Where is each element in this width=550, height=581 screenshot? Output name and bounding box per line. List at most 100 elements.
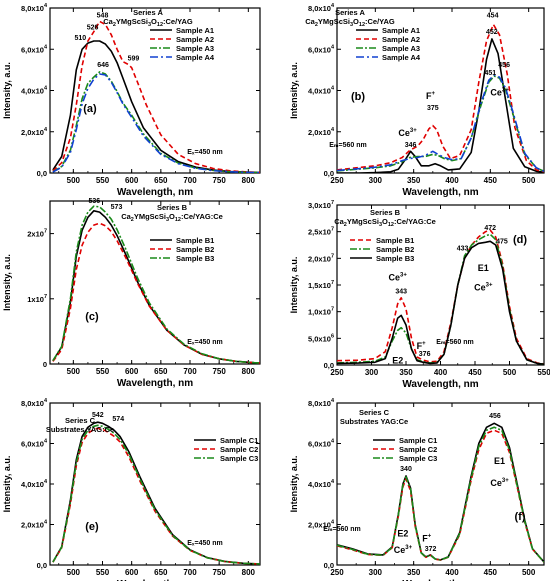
y-tick-label: 8,0x104: [21, 3, 48, 13]
y-axis-label: Intensity, a.u.: [289, 62, 299, 119]
legend-label: Sample A1: [382, 26, 420, 35]
y-tick-label: 0,0: [37, 169, 47, 178]
peak-annotation: 542: [92, 412, 104, 419]
panel-a: 500 550 600 650 700 750 800 0,0 2,0x104 4,0x104 6,…: [2, 3, 261, 198]
y-tick-label: 0: [43, 360, 47, 369]
y-tick-label: 6,0x104: [21, 44, 48, 54]
legend-label: Sample C2: [220, 445, 258, 454]
x-tick-label: 650: [154, 367, 168, 376]
y-axis-label: Intensity, a.u.: [289, 257, 299, 314]
series-line-sample-c2: [337, 429, 544, 563]
x-tick-label: 600: [125, 176, 139, 185]
peak-annotation: 375: [427, 105, 439, 112]
y-tick-label: 1,5x107: [308, 280, 334, 290]
x-tick-label: 650: [154, 568, 168, 577]
y-tick-label: 2x107: [27, 229, 47, 239]
legend-entry: Sample B2: [350, 245, 414, 254]
series-line-sample-b1: [52, 210, 260, 364]
band-label: F+: [417, 341, 427, 351]
x-tick-label: 700: [183, 568, 197, 577]
x-tick-label: 600: [125, 367, 139, 376]
panel-f: 250 300 350 400 450 500 0,0 2,0x104 4,0x104 6,0x1…: [289, 398, 545, 581]
x-tick-label: 550: [96, 568, 110, 577]
legend-entry: Sample B2: [150, 245, 214, 254]
legend-label: Sample A2: [382, 35, 420, 44]
x-tick-label: 450: [484, 568, 498, 577]
legend-entry: Sample C3: [373, 454, 437, 463]
x-tick-label: 600: [125, 568, 139, 577]
series-line-sample-c3: [337, 426, 544, 563]
series-line-sample-c3: [52, 424, 260, 565]
panel-d: 250 300 350 400 450 500 550 0,0 5,0x106 1,0x107 1,…: [289, 200, 550, 390]
series-title: Series A: [133, 8, 163, 17]
series-title: Series C: [65, 416, 96, 425]
x-tick-label: 250: [330, 176, 344, 185]
peak-annotation: 548: [97, 12, 109, 19]
peak-annotation: 456: [489, 413, 501, 420]
plot-frame: [49, 200, 261, 365]
x-tick-label: 350: [399, 368, 413, 377]
x-tick-label: 400: [434, 368, 448, 377]
y-tick-label: 1,0x107: [308, 307, 334, 317]
band-label: Ce3+: [389, 273, 408, 283]
series-line-sample-c1: [337, 422, 544, 563]
peak-annotation: 573: [111, 204, 123, 211]
sample-formula: Ca2YMgScSi3O12:Ce/YAG: [103, 17, 193, 28]
x-tick-label: 550: [96, 176, 110, 185]
band-label: Ce3+: [490, 88, 509, 98]
legend-label: Sample A1: [176, 26, 214, 35]
series-line-sample-b2: [52, 222, 260, 364]
band-label: E2: [392, 355, 403, 365]
legend-entry: Sample B3: [150, 254, 214, 263]
y-tick-label: 4,0x104: [308, 86, 335, 96]
y-tick-label: 2,0x104: [21, 520, 48, 530]
y-axis-label: Intensity, a.u.: [289, 456, 299, 513]
series-line-sample-a1: [52, 40, 260, 173]
x-tick-label: 750: [212, 568, 226, 577]
band-label: Ce3+: [474, 282, 493, 292]
plot-frame: [336, 402, 545, 566]
excitation-label: Eₓ=450 nm: [187, 339, 222, 346]
peak-annotation: 372: [425, 546, 437, 553]
peak-annotation: 346: [405, 142, 417, 149]
peak-annotation: 599: [128, 56, 140, 63]
x-tick-label: 500: [522, 176, 536, 185]
excitation-label: Eₘ=560 nm: [436, 339, 474, 346]
band-label: F+: [422, 534, 432, 544]
x-tick-label: 650: [154, 176, 168, 185]
x-tick-label: 300: [369, 568, 383, 577]
y-tick-label: 5,0x106: [308, 333, 334, 343]
x-axis-label: Wavelength, nm: [402, 379, 478, 390]
legend-label: Sample A3: [382, 44, 420, 53]
band-label: Ce3+: [490, 478, 509, 488]
legend-entry: Sample A4: [356, 53, 421, 62]
x-axis-label: Wavelength, nm: [402, 187, 478, 198]
y-axis-label: Intensity, a.u.: [2, 456, 12, 513]
x-axis-label: Wavelength, nm: [117, 187, 193, 198]
y-tick-label: 8,0x104: [21, 398, 48, 408]
peak-annotation: 452: [486, 29, 498, 36]
x-tick-label: 300: [365, 368, 379, 377]
y-tick-label: 6,0x104: [21, 439, 48, 449]
legend-entry: Sample C2: [373, 445, 437, 454]
y-tick-label: 2,0x104: [308, 127, 335, 137]
y-tick-label: 2,0x104: [21, 127, 48, 137]
x-tick-label: 750: [212, 367, 226, 376]
peak-annotation: 454: [487, 12, 499, 19]
band-label: E1: [494, 456, 505, 466]
legend-entry: Sample B3: [350, 254, 414, 263]
legend-entry: Sample A4: [150, 53, 215, 62]
legend-label: Sample C1: [220, 436, 258, 445]
legend-label: Sample C3: [399, 454, 437, 463]
legend-entry: Sample C2: [194, 445, 258, 454]
series-line-sample-a4: [52, 73, 260, 173]
series-title: Series B: [157, 203, 188, 212]
peak-annotation: 451: [484, 70, 496, 77]
series-line-sample-b3: [52, 205, 260, 364]
y-tick-label: 0,0: [324, 561, 334, 570]
legend-label: Sample B2: [376, 245, 414, 254]
panel-label: (f): [515, 511, 526, 523]
legend-label: Sample B2: [176, 245, 214, 254]
x-tick-label: 550: [537, 368, 550, 377]
